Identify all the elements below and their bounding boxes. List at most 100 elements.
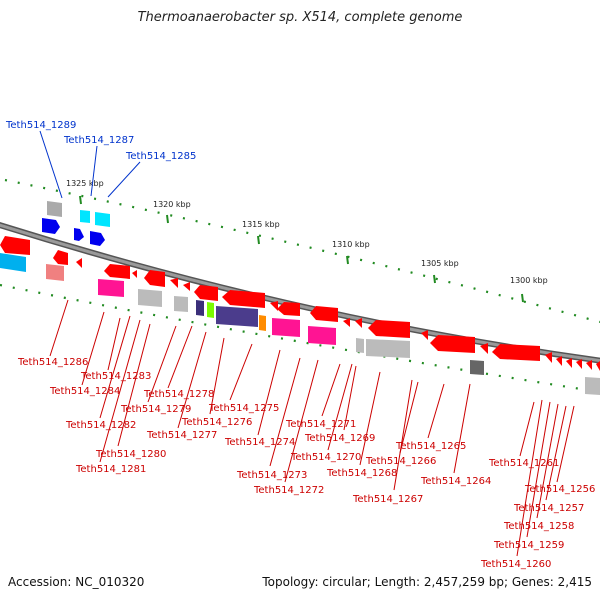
ruler-label: 1325 kbp bbox=[66, 179, 104, 188]
gene-label: Teth514_1279 bbox=[120, 404, 191, 415]
gene-label: Teth514_1259 bbox=[493, 540, 564, 551]
gene-label: Teth514_1271 bbox=[285, 419, 356, 430]
gene-arrow bbox=[270, 301, 278, 311]
ruler-label: 1300 kbp bbox=[510, 276, 548, 285]
gene-arrow bbox=[138, 289, 162, 307]
gene-arrow bbox=[183, 282, 190, 291]
gene-arrow bbox=[421, 330, 428, 340]
gene-arrow bbox=[343, 318, 350, 327]
gene-arrow bbox=[585, 377, 600, 395]
gene-label: Teth514_1268 bbox=[326, 468, 397, 479]
gene-label: Teth514_1260 bbox=[480, 559, 551, 570]
gene-label: Teth514_1261 bbox=[488, 458, 559, 469]
gene-label: Teth514_1281 bbox=[75, 464, 146, 475]
gene-arrow bbox=[470, 360, 484, 375]
leader-line bbox=[545, 405, 567, 501]
leader-line bbox=[257, 349, 281, 436]
gene-arrow bbox=[174, 296, 188, 312]
leader-line bbox=[519, 401, 535, 457]
gene-label: Teth514_1267 bbox=[352, 494, 423, 505]
leader-line bbox=[427, 383, 445, 439]
gene-label: Teth514_1266 bbox=[365, 456, 436, 467]
ruler-tick bbox=[79, 195, 82, 205]
gene-arrow bbox=[355, 318, 362, 328]
gene-arrow bbox=[47, 201, 62, 217]
ruler-tick bbox=[257, 235, 260, 245]
leader-line bbox=[167, 325, 193, 389]
leader-line bbox=[117, 323, 151, 447]
ruler-label: 1320 kbp bbox=[153, 200, 191, 209]
leader-line bbox=[107, 317, 121, 371]
gene-arrow bbox=[98, 279, 124, 297]
gene-arrow bbox=[76, 258, 82, 268]
gene-arrow bbox=[170, 278, 178, 288]
gene-arrow bbox=[222, 290, 265, 308]
gene-arrow bbox=[566, 358, 572, 368]
gene-arrow bbox=[80, 210, 90, 223]
gene-arrow bbox=[366, 339, 410, 358]
leader-line bbox=[399, 381, 419, 454]
gene-arrow bbox=[0, 253, 26, 272]
gene-label: Teth514_1278 bbox=[143, 389, 214, 400]
gene-label: Teth514_1285 bbox=[125, 151, 196, 162]
gene-arrow bbox=[90, 231, 105, 246]
gene-label: Teth514_1276 bbox=[181, 417, 252, 428]
forward-strand-genes bbox=[42, 201, 110, 246]
gene-arrow bbox=[430, 335, 475, 353]
leader-line bbox=[393, 379, 413, 491]
leader-line bbox=[516, 399, 543, 557]
gene-label-leaders bbox=[39, 130, 575, 557]
ruler-tick bbox=[433, 274, 436, 284]
leader-line bbox=[90, 145, 98, 197]
topology-summary: Topology: circular; Length: 2,457,259 bp… bbox=[262, 575, 592, 589]
gene-label: Teth514_1258 bbox=[503, 521, 574, 532]
leader-line bbox=[536, 403, 559, 519]
gene-label: Teth514_1280 bbox=[95, 449, 166, 460]
gene-arrow bbox=[277, 302, 300, 316]
gene-label: Teth514_1256 bbox=[524, 484, 595, 495]
ruler-labels: 1325 kbp 1320 kbp 1315 kbp 1310 kbp 1305 kbp… bbox=[66, 179, 548, 285]
gene-arrow bbox=[216, 306, 258, 327]
gene-arrow bbox=[95, 212, 110, 227]
gene-label: Teth514_1257 bbox=[513, 503, 584, 514]
gene-arrow bbox=[104, 264, 130, 279]
leader-line bbox=[81, 311, 105, 386]
leader-line bbox=[209, 337, 225, 415]
ruler-tick bbox=[521, 293, 524, 303]
leader-line bbox=[343, 365, 357, 431]
gene-label: Teth514_1270 bbox=[290, 452, 361, 463]
ruler-tick bbox=[346, 255, 349, 265]
leader-line bbox=[177, 331, 207, 429]
gene-label: Teth514_1269 bbox=[304, 433, 375, 444]
reverse-strand-genes bbox=[0, 236, 600, 395]
gene-arrow bbox=[46, 264, 64, 281]
gene-labels: Teth514_1289 Teth514_1287 Teth514_1285 Teth… bbox=[5, 120, 595, 570]
gene-arrow bbox=[74, 228, 84, 241]
gene-arrow bbox=[556, 356, 562, 366]
gene-arrow bbox=[368, 320, 410, 338]
gene-arrow bbox=[576, 359, 582, 369]
leader-line bbox=[321, 363, 341, 417]
ruler-tick bbox=[166, 214, 169, 224]
map-title: Thermoanaerobacter sp. X514, complete ge… bbox=[137, 10, 463, 25]
gene-arrow bbox=[310, 306, 338, 322]
gene-arrow bbox=[194, 285, 218, 301]
gene-arrow bbox=[586, 360, 592, 370]
gene-arrow bbox=[53, 250, 68, 265]
gene-label: Teth514_1273 bbox=[236, 470, 307, 481]
gene-label: Teth514_1274 bbox=[224, 437, 295, 448]
leader-line bbox=[229, 343, 253, 401]
leader-line bbox=[284, 359, 319, 483]
gene-arrow bbox=[272, 318, 300, 337]
leader-line bbox=[39, 130, 63, 199]
leader-line bbox=[359, 371, 381, 466]
gene-label: Teth514_1286 bbox=[17, 357, 88, 368]
gene-label: Teth514_1283 bbox=[80, 371, 151, 382]
gene-arrow bbox=[144, 270, 165, 287]
gene-label: Teth514_1265 bbox=[395, 441, 466, 452]
leader-line bbox=[526, 401, 551, 538]
gene-label: Teth514_1264 bbox=[420, 476, 491, 487]
gene-label: Teth514_1284 bbox=[49, 386, 120, 397]
leader-line bbox=[327, 363, 353, 451]
